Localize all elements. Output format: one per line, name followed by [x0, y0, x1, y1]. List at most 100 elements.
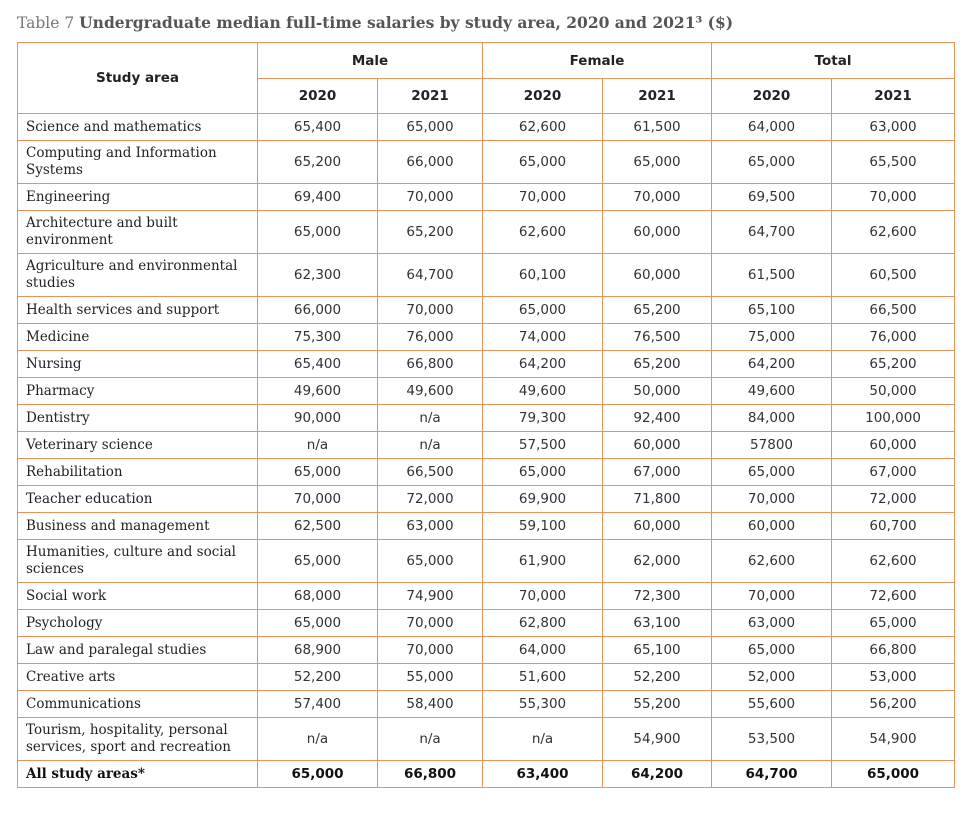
salary-cell: 65,200 [602, 350, 713, 378]
table-row: Health services and support 66,000 70,000 6… [17, 296, 956, 324]
salary-cell: 62,600 [831, 539, 956, 583]
study-area-cell: Nursing [17, 350, 258, 378]
salary-cell: 49,600 [376, 377, 484, 405]
salary-cell: 65,400 [257, 113, 378, 141]
study-area-cell: Rehabilitation [17, 458, 258, 486]
table-row: Engineering 69,400 70,000 70,000 70,000 69,50… [17, 183, 956, 211]
salary-cell: 62,800 [482, 609, 604, 637]
salary-cell: 84,000 [711, 404, 833, 432]
salary-cell: 65,000 [831, 760, 956, 788]
study-area-cell: All study areas* [17, 760, 258, 788]
salary-cell: 66,000 [257, 296, 378, 324]
study-area-cell: Medicine [17, 323, 258, 351]
salary-cell: 60,000 [602, 512, 713, 540]
salary-cell: 60,100 [482, 253, 604, 297]
table-row: Creative arts 52,200 55,000 51,600 52,200 52,… [17, 663, 956, 691]
table-row: Tourism, hospitality, personal services,… [17, 717, 956, 761]
salary-cell: 66,800 [831, 636, 956, 664]
table-row: Agriculture and environmental studies 62,… [17, 253, 956, 297]
salary-cell: 53,500 [711, 717, 833, 761]
year-header: 2021 [602, 78, 713, 114]
salary-cell: 65,200 [376, 210, 484, 254]
salary-cell: 70,000 [482, 183, 604, 211]
salary-cell: 66,000 [376, 140, 484, 184]
salary-cell: 69,400 [257, 183, 378, 211]
table-row: Medicine 75,300 76,000 74,000 76,500 75,000 76… [17, 323, 956, 351]
salary-cell: 60,000 [711, 512, 833, 540]
year-header: 2020 [482, 78, 604, 114]
salary-cell: 92,400 [602, 404, 713, 432]
study-area-cell: Dentistry [17, 404, 258, 432]
study-area-cell: Pharmacy [17, 377, 258, 405]
salary-cell: 59,100 [482, 512, 604, 540]
salary-cell: 70,000 [376, 183, 484, 211]
salary-cell: 54,900 [602, 717, 713, 761]
salary-cell: 70,000 [376, 609, 484, 637]
salary-cell: 76,000 [376, 323, 484, 351]
study-area-cell: Teacher education [17, 485, 258, 513]
salary-cell: 52,200 [602, 663, 713, 691]
salary-cell: 65,000 [482, 140, 604, 184]
salary-cell: 74,900 [376, 582, 484, 610]
salary-cell: 63,000 [831, 113, 956, 141]
salary-cell: 76,500 [602, 323, 713, 351]
salary-cell: 64,700 [376, 253, 484, 297]
salary-cell: 65,400 [257, 350, 378, 378]
salary-cell: 65,000 [257, 210, 378, 254]
salary-cell: 61,900 [482, 539, 604, 583]
salary-cell: 66,500 [831, 296, 956, 324]
salary-cell: 72,600 [831, 582, 956, 610]
salary-cell: 70,000 [711, 485, 833, 513]
salary-cell: 67,000 [831, 458, 956, 486]
salary-cell: 54,900 [831, 717, 956, 761]
salary-cell: 64,000 [711, 113, 833, 141]
study-area-cell: Humanities, culture and social sciences [17, 539, 258, 583]
year-header: 2020 [257, 78, 378, 114]
table-body: Science and mathematics 65,400 65,000 62,60… [17, 113, 956, 788]
salary-cell: 49,600 [711, 377, 833, 405]
salary-cell: 65,000 [711, 636, 833, 664]
salary-cell: 76,000 [831, 323, 956, 351]
salary-cell: 65,000 [257, 458, 378, 486]
salary-cell: 70,000 [602, 183, 713, 211]
salary-cell: 66,800 [376, 760, 484, 788]
salary-cell: 62,600 [482, 210, 604, 254]
salary-cell: 65,200 [831, 350, 956, 378]
study-area-cell: Creative arts [17, 663, 258, 691]
salary-cell: 64,000 [482, 636, 604, 664]
salary-cell: 64,200 [602, 760, 713, 788]
salary-cell: 68,000 [257, 582, 378, 610]
salary-cell: 65,000 [376, 539, 484, 583]
salary-cell: 60,000 [831, 431, 956, 459]
salary-cell: 65,000 [711, 140, 833, 184]
study-area-cell: Health services and support [17, 296, 258, 324]
salary-cell: 70,000 [376, 296, 484, 324]
table-row: Teacher education 70,000 72,000 69,900 71,80… [17, 485, 956, 513]
salary-cell: 65,000 [482, 458, 604, 486]
salary-cell: 60,700 [831, 512, 956, 540]
salary-cell: 64,200 [711, 350, 833, 378]
year-header: 2020 [711, 78, 833, 114]
table-row: Pharmacy 49,600 49,600 49,600 50,000 49,600 50… [17, 377, 956, 405]
study-area-cell: Architecture and built environment [17, 210, 258, 254]
salary-cell: 49,600 [482, 377, 604, 405]
salary-cell: 62,600 [711, 539, 833, 583]
table-caption: Table 7 Undergraduate median full-time s… [17, 13, 733, 32]
table-row: Law and paralegal studies 68,900 70,000 64,… [17, 636, 956, 664]
salary-cell: 65,000 [711, 458, 833, 486]
salary-cell: 50,000 [602, 377, 713, 405]
table-row: Science and mathematics 65,400 65,000 62,60… [17, 113, 956, 141]
salary-cell: 53,000 [831, 663, 956, 691]
salary-cell: 65,000 [482, 296, 604, 324]
study-area-cell: Social work [17, 582, 258, 610]
salary-cell: 60,500 [831, 253, 956, 297]
salary-cell: 70,000 [257, 485, 378, 513]
salary-cell: 65,000 [257, 609, 378, 637]
salary-cell: 55,600 [711, 690, 833, 718]
salary-cell: 56,200 [831, 690, 956, 718]
table-row: Social work 68,000 74,900 70,000 72,300 70,00… [17, 582, 956, 610]
table-row: Architecture and built environment 65,000… [17, 210, 956, 254]
study-area-header: Study area [17, 42, 258, 114]
salary-cell: 62,000 [602, 539, 713, 583]
study-area-cell: Engineering [17, 183, 258, 211]
